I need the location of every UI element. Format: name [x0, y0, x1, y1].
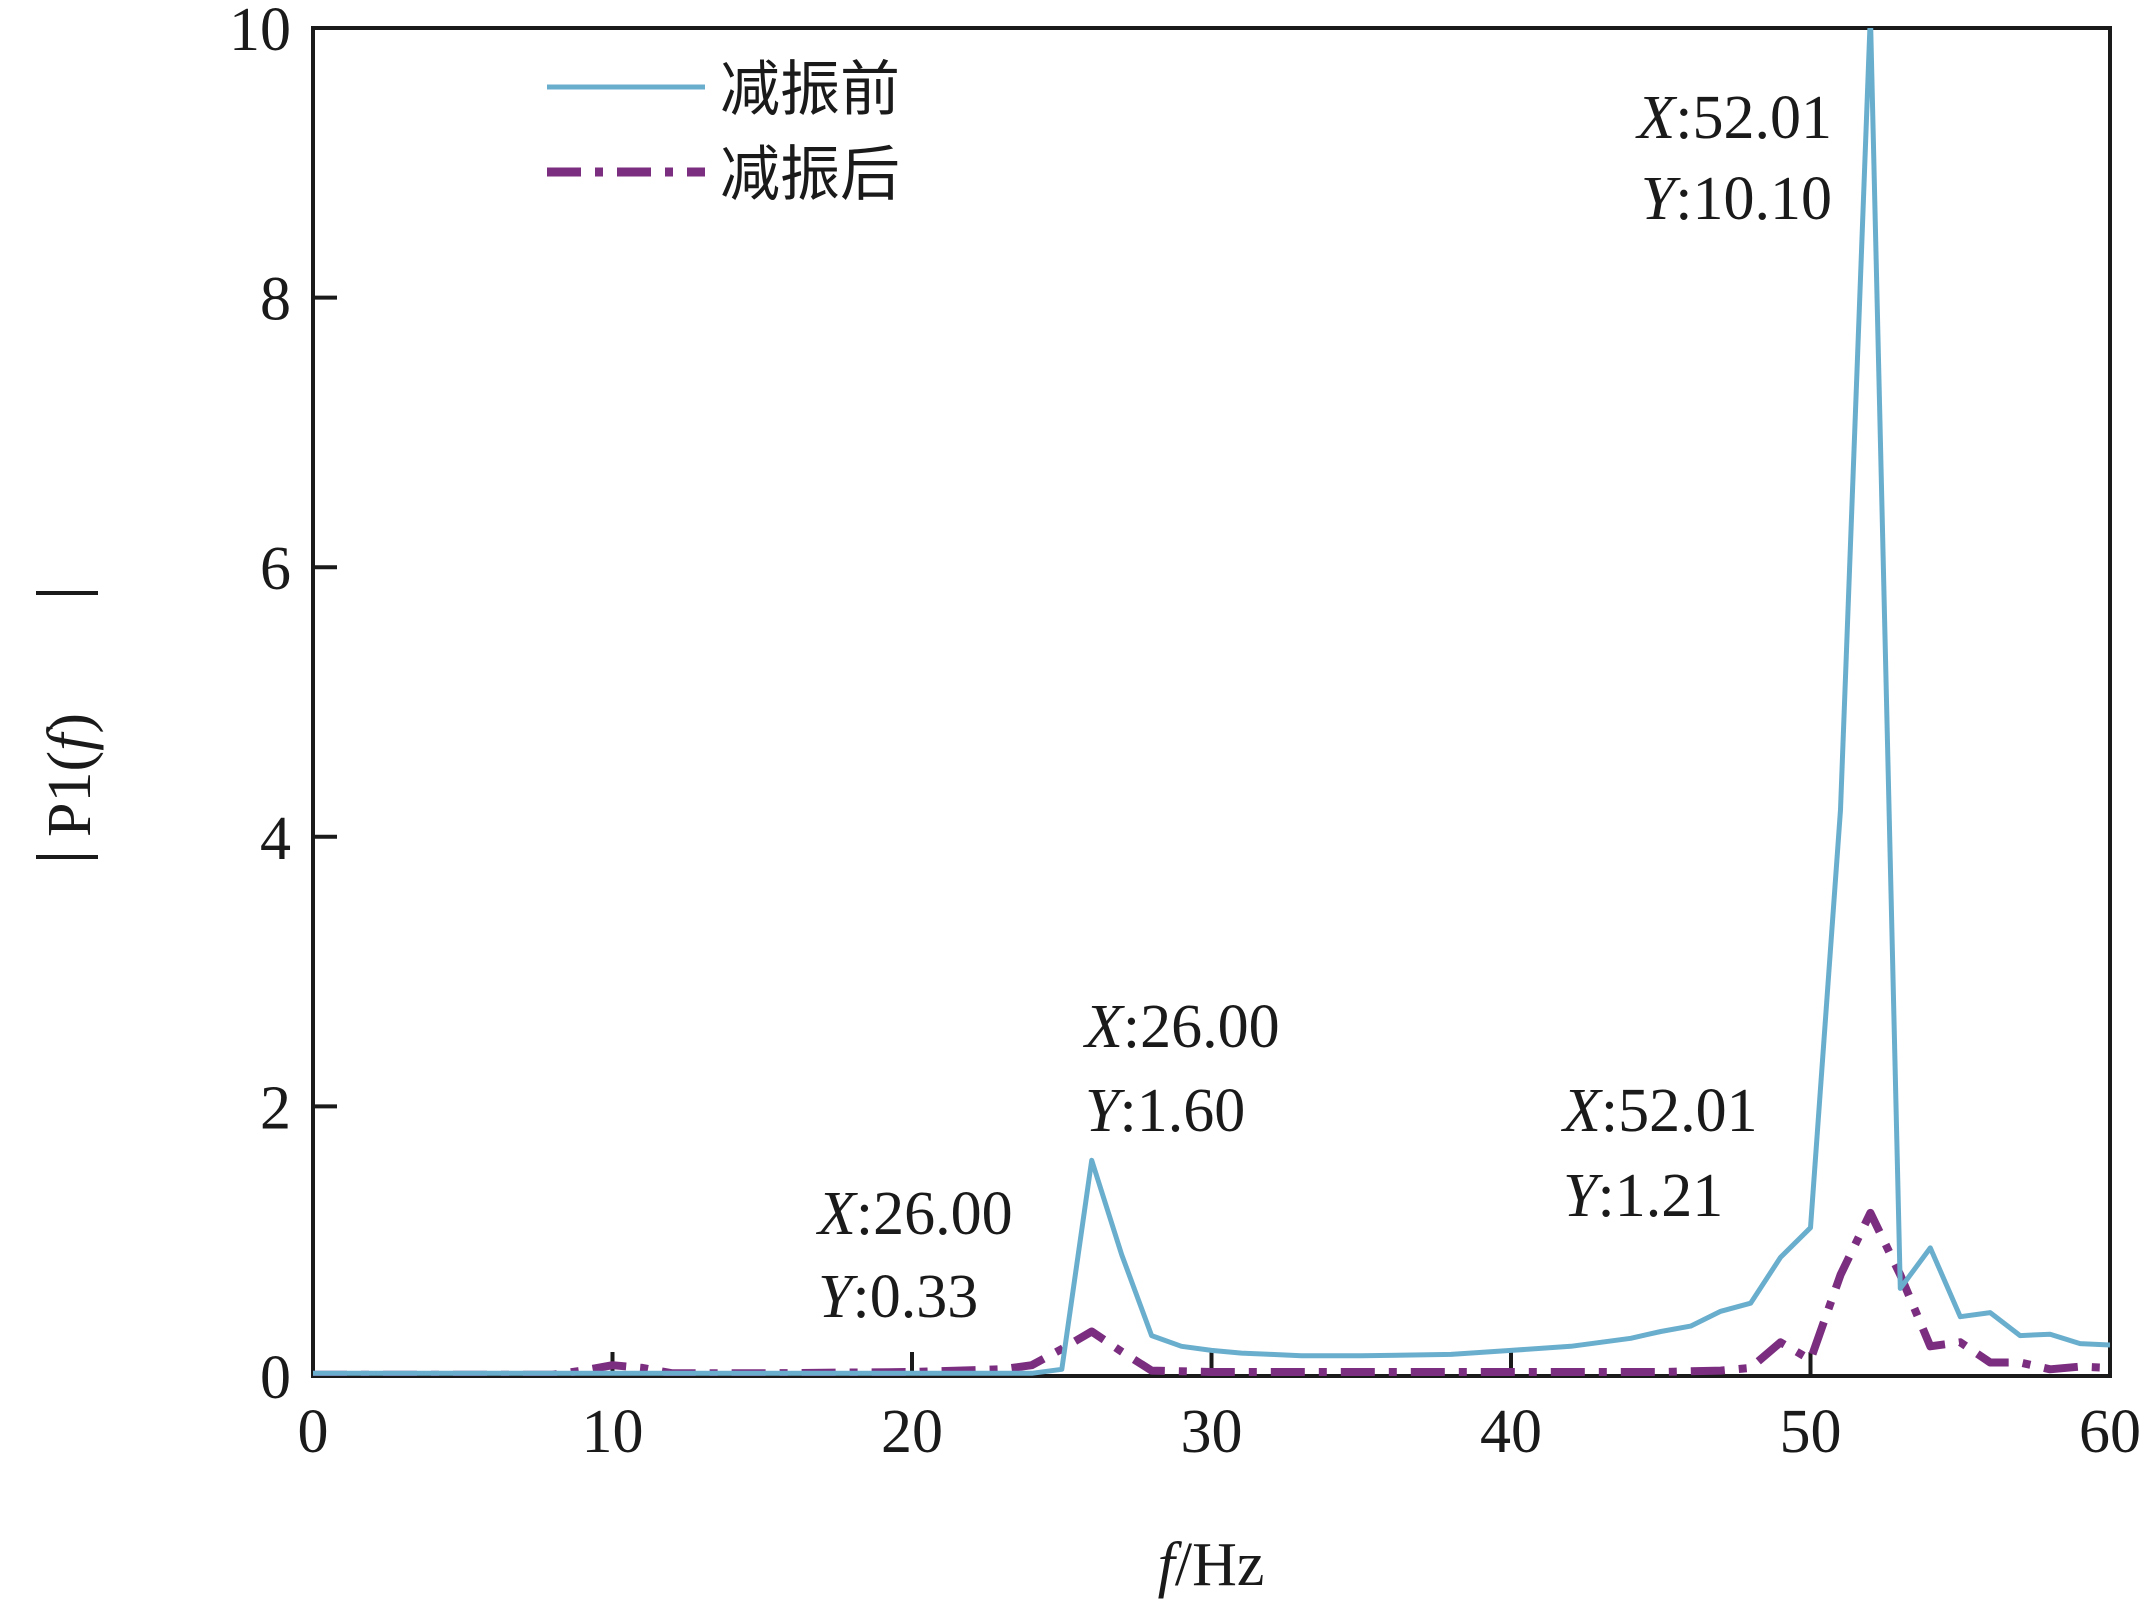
annotation-peak-52-before: X:52.01 Y:10.10 [1634, 84, 1832, 233]
annotation-peak-26-after: X:26.00 Y:0.33 [815, 1180, 1013, 1331]
annotation-peak-26-before: X:26.00 Y:1.60 [1082, 993, 1280, 1145]
y-tick-label: 2 [260, 1074, 291, 1142]
y-axis-title: P1(f) [36, 591, 104, 859]
plot-frame [311, 26, 2112, 1378]
x-tick-label: 50 [1780, 1398, 1842, 1466]
legend-label-before: 减振前 [720, 55, 900, 125]
svg-text:Y:1.60: Y:1.60 [1085, 1077, 1245, 1145]
x-tick-label: 20 [881, 1398, 943, 1466]
svg-text:Y:1.21: Y:1.21 [1563, 1162, 1723, 1230]
svg-text:X:26.00: X:26.00 [1082, 993, 1280, 1061]
x-tick-label: 0 [298, 1398, 329, 1466]
y-tick-label: 10 [229, 0, 291, 64]
svg-text:P1(f): P1(f) [36, 713, 104, 837]
y-axis-ticks: 0 2 4 6 8 10 [229, 0, 337, 1412]
x-tick-label: 60 [2079, 1398, 2141, 1466]
svg-text:Y:10.10: Y:10.10 [1641, 165, 1832, 233]
svg-text:Y:0.33: Y:0.33 [818, 1263, 978, 1331]
annotation-peak-52-after: X:52.01 Y:1.21 [1560, 1077, 1758, 1230]
x-tick-label: 40 [1480, 1398, 1542, 1466]
svg-text:X:52.01: X:52.01 [1560, 1077, 1758, 1145]
legend: 减振前 减振后 [547, 55, 900, 210]
x-axis-title: f/Hz [1158, 1531, 1265, 1599]
series-line-after [313, 1208, 2110, 1376]
svg-text:X:52.01: X:52.01 [1634, 84, 1832, 152]
svg-text:X:26.00: X:26.00 [815, 1180, 1013, 1248]
x-tick-label: 30 [1181, 1398, 1243, 1466]
legend-label-after: 减振后 [720, 140, 900, 210]
y-tick-label: 6 [260, 535, 291, 603]
y-tick-label: 4 [260, 805, 291, 873]
series-line-before [313, 28, 2110, 1376]
y-tick-label: 0 [260, 1344, 291, 1412]
x-axis-ticks: 0 10 20 30 40 50 60 [298, 1352, 2141, 1466]
series-layer [313, 28, 2110, 1376]
y-tick-label: 8 [260, 266, 291, 334]
x-tick-label: 10 [582, 1398, 644, 1466]
